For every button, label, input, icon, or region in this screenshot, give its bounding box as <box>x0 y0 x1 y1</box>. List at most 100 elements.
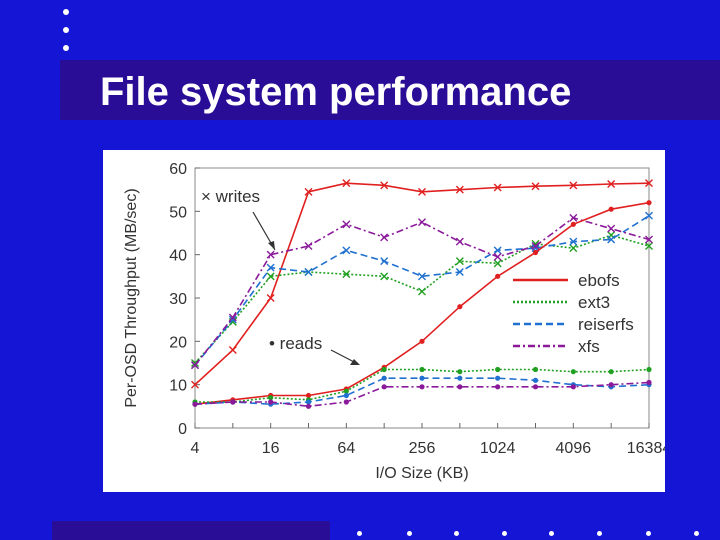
data-point-reiserfs-reads <box>381 375 387 381</box>
data-point-xfs-writes <box>493 252 502 261</box>
data-point-xfs-writes <box>455 237 464 246</box>
data-point-ebofs-writes <box>266 294 275 302</box>
data-point-ebofs-reads <box>305 392 312 399</box>
data-point-reiserfs-writes <box>228 315 237 324</box>
data-point-ebofs-reads <box>419 338 425 344</box>
data-point-ext3-reads <box>343 388 349 394</box>
data-point-ext3-writes <box>266 272 275 281</box>
data-point-ebofs-writes <box>455 185 464 194</box>
footer-dot <box>502 531 507 536</box>
data-point-ebofs-reads <box>646 200 652 206</box>
data-point-reiserfs-reads <box>343 392 349 399</box>
footer-dot <box>646 531 651 536</box>
data-point-xfs-writes <box>380 233 389 242</box>
data-point-ebofs-writes <box>645 179 653 188</box>
footer-dot <box>454 531 459 536</box>
data-point-xfs-reads <box>570 384 576 390</box>
data-point-ebofs-writes <box>342 179 351 188</box>
data-point-reiserfs-reads <box>457 375 463 381</box>
x-tick-label: 64 <box>337 440 355 457</box>
data-point-xfs-reads <box>457 384 463 390</box>
data-point-reiserfs-writes <box>607 235 616 244</box>
data-point-ebofs-reads <box>495 273 501 279</box>
data-point-ebofs-writes <box>569 181 578 190</box>
data-point-xfs-writes <box>191 361 199 370</box>
data-point-ebofs-reads <box>608 206 614 212</box>
data-point-ext3-writes <box>418 287 426 296</box>
bullet-dot <box>63 27 69 33</box>
data-point-reiserfs-reads <box>419 375 425 381</box>
bullet-dot <box>63 9 69 15</box>
data-point-reiserfs-writes <box>304 268 313 276</box>
data-point-reiserfs-reads <box>495 375 501 381</box>
data-point-ebofs-writes <box>493 183 502 192</box>
data-point-reiserfs-writes <box>569 237 578 246</box>
annotation-writes-arrowhead <box>268 241 275 250</box>
footer-bar <box>52 521 330 540</box>
x-tick-label: 256 <box>409 440 436 457</box>
y-tick-label: 50 <box>169 204 187 221</box>
y-tick-label: 10 <box>169 378 187 395</box>
data-point-xfs-writes <box>304 242 313 250</box>
x-tick-label: 4 <box>191 440 200 457</box>
data-point-ebofs-writes <box>418 187 426 196</box>
data-point-ebofs-writes <box>191 380 199 389</box>
annotation-reads: • reads <box>269 334 322 353</box>
data-point-reiserfs-writes <box>380 257 389 266</box>
data-point-ext3-reads <box>570 369 576 375</box>
data-point-ext3-reads <box>495 366 501 373</box>
legend-label-ebofs: ebofs <box>578 271 620 290</box>
footer-dot <box>694 531 699 536</box>
data-point-ext3-reads <box>646 366 652 373</box>
data-point-xfs-reads <box>608 382 614 388</box>
bullet-dot <box>63 45 69 51</box>
y-tick-label: 40 <box>169 248 187 265</box>
data-point-ext3-writes <box>645 242 653 250</box>
data-point-reiserfs-writes <box>266 263 275 272</box>
y-tick-label: 20 <box>169 334 187 351</box>
data-point-reiserfs-reads <box>305 399 312 405</box>
x-tick-label: 1024 <box>480 440 516 457</box>
data-point-reiserfs-writes <box>645 211 653 220</box>
throughput-chart: 0 10 20 30 40 50 60 4 16 64 256 1024 4096 16384 I/O Si… <box>123 161 671 482</box>
data-point-ebofs-writes <box>607 180 616 189</box>
data-point-ext3-writes <box>380 272 389 281</box>
data-point-ext3-reads <box>457 369 463 375</box>
data-point-xfs-writes <box>342 220 351 229</box>
y-tick-label: 0 <box>178 421 187 438</box>
data-point-xfs-reads <box>495 384 501 390</box>
title-bar: File system performance <box>60 60 720 120</box>
data-point-xfs-reads <box>343 399 349 405</box>
data-point-xfs-reads <box>532 384 539 390</box>
footer-dot <box>549 531 554 536</box>
legend-label-xfs: xfs <box>578 337 600 356</box>
data-point-xfs-writes <box>645 235 653 244</box>
data-point-ebofs-reads <box>532 249 539 256</box>
data-point-reiserfs-writes <box>418 272 426 281</box>
data-point-ebofs-reads <box>457 304 463 310</box>
y-tick-label: 30 <box>169 291 187 308</box>
legend-label-ext3: ext3 <box>578 293 610 312</box>
data-point-ext3-reads <box>419 366 425 373</box>
data-point-ext3-reads <box>532 366 539 373</box>
footer-dot <box>597 531 602 536</box>
data-point-xfs-reads <box>230 399 236 405</box>
data-point-ext3-writes <box>342 270 351 279</box>
data-point-ext3-reads <box>381 366 387 373</box>
x-tick-label: 16384 <box>627 440 665 457</box>
data-point-ext3-writes <box>455 257 464 266</box>
data-point-xfs-writes <box>266 250 275 259</box>
data-point-xfs-writes <box>531 242 540 250</box>
footer-dot <box>357 531 362 536</box>
data-point-xfs-reads <box>381 384 387 390</box>
x-tick-label: 4096 <box>556 440 592 457</box>
annotation-reads-arrowhead <box>350 359 360 365</box>
data-point-xfs-reads <box>305 403 312 409</box>
chart-panel: 0 10 20 30 40 50 60 4 16 64 256 1024 4096 16384 I/O Si… <box>103 150 671 492</box>
data-point-xfs-writes <box>228 313 237 322</box>
slide-title: File system performance <box>100 70 572 114</box>
footer-dot <box>407 531 412 536</box>
data-point-xfs-writes <box>607 224 616 233</box>
data-point-ebofs-writes <box>228 346 237 354</box>
data-point-ebofs-writes <box>531 182 540 191</box>
